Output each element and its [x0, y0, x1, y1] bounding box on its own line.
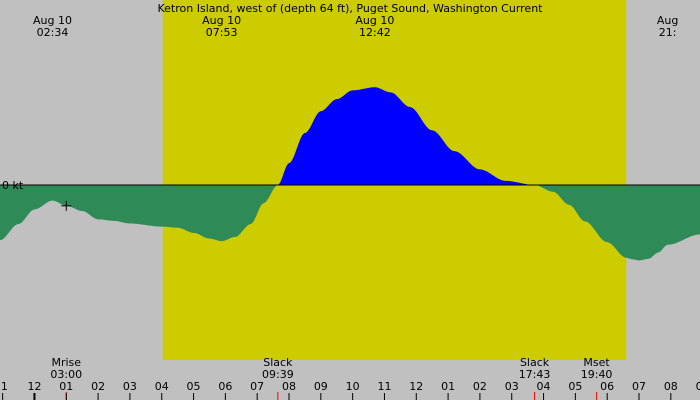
top-event-time: 12:42 [359, 26, 391, 39]
hour-tick-label: 07 [632, 380, 646, 393]
hour-tick-label: 03 [123, 380, 137, 393]
zero-axis-label: 0 kt [2, 179, 24, 192]
hour-tick: 09 [314, 380, 328, 400]
hour-tick: .1 [0, 380, 8, 400]
hour-tick-label: 04 [537, 380, 551, 393]
hour-tick: 05 [568, 380, 582, 400]
hour-tick-label: 05 [568, 380, 582, 393]
chart-title: Ketron Island, west of (depth 64 ft), Pu… [158, 2, 544, 15]
hour-tick: 07 [632, 380, 646, 400]
hour-tick: 11 [377, 380, 391, 400]
plus-marker [61, 200, 72, 211]
bottom-event-time: 09:39 [262, 368, 294, 381]
hour-tick: 04 [537, 380, 551, 400]
top-event-time: 07:53 [206, 26, 238, 39]
hour-tick-label: 02 [473, 380, 487, 393]
hour-tick: 09 [696, 380, 700, 393]
hour-tick-label: 03 [505, 380, 519, 393]
hour-tick: 10 [346, 380, 360, 400]
hour-tick-label: 12 [27, 380, 41, 393]
hour-tick-label: 09 [314, 380, 328, 393]
bottom-event-time: 03:00 [50, 368, 82, 381]
hour-tick: 08 [282, 380, 296, 400]
hour-tick: 01 [59, 380, 73, 400]
top-event-date: Aug [657, 14, 678, 27]
hour-tick-label: 01 [59, 380, 73, 393]
hour-tick: 12 [27, 380, 41, 400]
bottom-event-label: Mrise [51, 356, 81, 369]
bottom-event-label: Slack [520, 356, 550, 369]
hour-tick-label: .1 [0, 380, 8, 393]
hour-tick-label: 08 [664, 380, 678, 393]
hour-tick: 07 [250, 380, 264, 400]
hour-tick: 02 [91, 380, 105, 400]
hour-tick: 03 [505, 380, 519, 400]
hour-tick-label: 12 [409, 380, 423, 393]
hour-tick-label: 05 [187, 380, 201, 393]
hour-tick: 03 [123, 380, 137, 400]
hour-tick-label: 01 [441, 380, 455, 393]
hour-tick: 05 [187, 380, 201, 400]
hour-tick: 12 [409, 380, 423, 400]
hour-tick: 04 [155, 380, 169, 400]
hour-tick: 08 [664, 380, 678, 400]
hour-tick-label: 02 [91, 380, 105, 393]
bottom-event-label: Mset [583, 356, 610, 369]
hour-tick-label: 06 [218, 380, 232, 393]
flood-area [0, 87, 700, 185]
hour-tick-label: 09 [696, 380, 700, 393]
bottom-event-time: 17:43 [519, 368, 551, 381]
hour-tick: 06 [218, 380, 232, 400]
hour-axis: .1 12 01 02 03 04 05 06 07 08 09 10 11 12 01 02 03 04 05 06… [0, 380, 700, 400]
top-event-date: Aug 10 [202, 14, 241, 27]
hour-tick-label: 06 [600, 380, 614, 393]
bottom-event-time: 19:40 [581, 368, 613, 381]
top-event-date: Aug 10 [33, 14, 72, 27]
hour-tick-label: 08 [282, 380, 296, 393]
hour-tick: 02 [473, 380, 487, 400]
hour-tick-label: 07 [250, 380, 264, 393]
top-event-time: 02:34 [37, 26, 69, 39]
ebb-area [0, 185, 700, 261]
hour-tick-label: 04 [155, 380, 169, 393]
bottom-event-label: Slack [263, 356, 293, 369]
hour-tick: 01 [441, 380, 455, 400]
hour-tick: 06 [600, 380, 614, 400]
top-event-time: 21: [659, 26, 677, 39]
hour-tick-label: 11 [377, 380, 391, 393]
hour-tick-label: 10 [346, 380, 360, 393]
top-event-date: Aug 10 [355, 14, 394, 27]
